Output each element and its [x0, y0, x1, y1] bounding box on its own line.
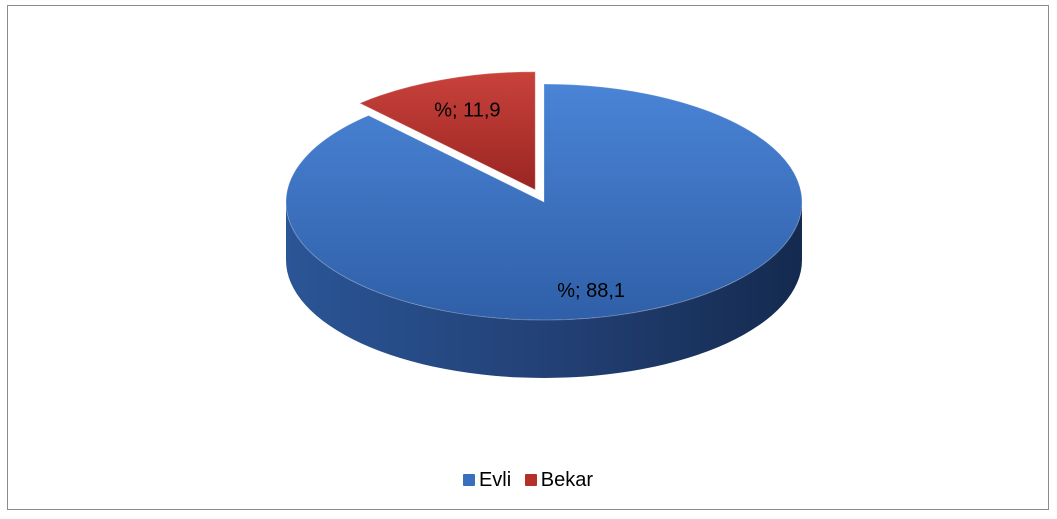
pie-slice-top-bekar [358, 71, 536, 191]
legend-label-bekar: Bekar [540, 469, 594, 491]
pie-slice-bekar [358, 71, 536, 191]
legend-item-bekar: Bekar [524, 468, 594, 492]
legend-item-evli: Evli [462, 468, 512, 492]
legend: Evli Bekar [8, 468, 1048, 492]
legend-swatch-evli [462, 474, 475, 486]
legend-label-evli: Evli [478, 469, 512, 491]
pie-slice-evli [285, 83, 803, 378]
pie-slice-top-evli [285, 83, 803, 321]
pie-chart: %; 88,1 %; 11,9 [285, 71, 803, 378]
legend-swatch-bekar [524, 474, 537, 486]
data-label-evli: %; 88,1 [557, 280, 625, 302]
pie-slice-side-evli [286, 202, 802, 378]
chart-frame: %; 88,1 %; 11,9 Evli Bekar [7, 5, 1049, 510]
data-label-bekar: %; 11,9 [434, 100, 500, 122]
